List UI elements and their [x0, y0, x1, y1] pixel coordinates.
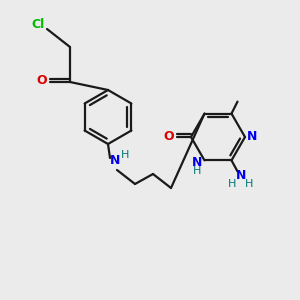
Text: H: H	[245, 179, 254, 189]
Text: H: H	[193, 167, 202, 176]
Text: H: H	[121, 150, 129, 160]
Text: H: H	[228, 179, 237, 189]
Text: N: N	[192, 156, 203, 169]
Text: Cl: Cl	[32, 17, 45, 31]
Text: O: O	[37, 74, 47, 88]
Text: N: N	[110, 154, 120, 167]
Text: O: O	[164, 130, 174, 142]
Text: N: N	[247, 130, 257, 143]
Text: N: N	[236, 169, 247, 182]
